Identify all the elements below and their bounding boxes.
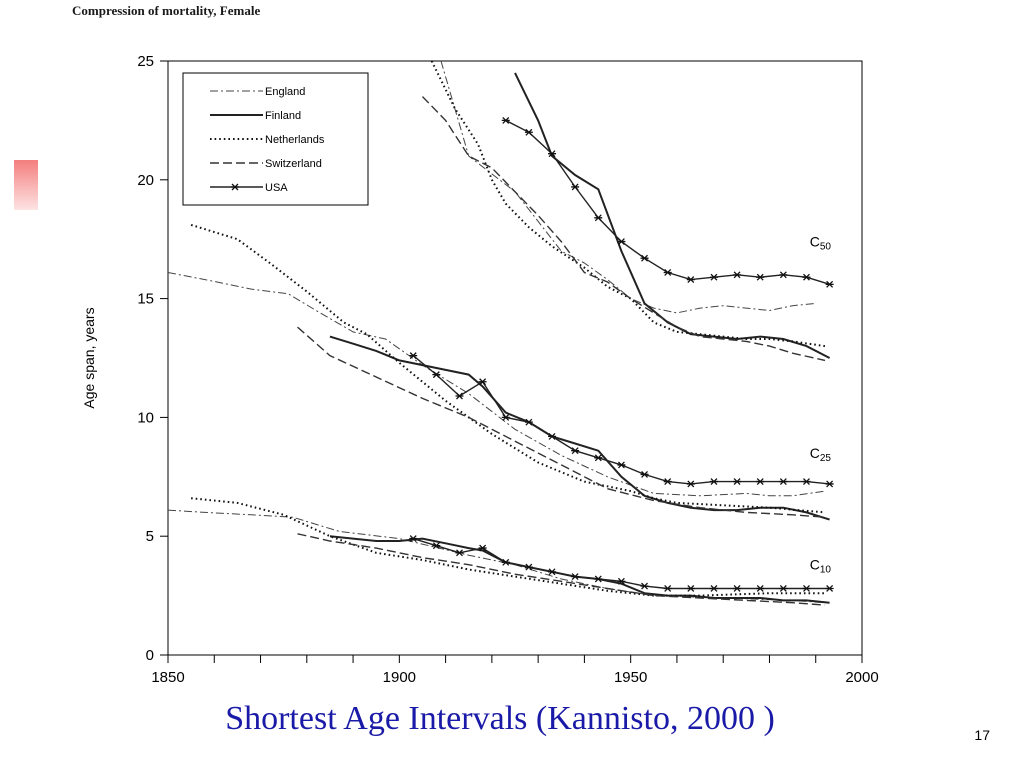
slide-accent-bar (14, 160, 38, 210)
series-line-finland-c25 (329, 335, 830, 521)
series-line-switzerland-c25 (297, 326, 826, 518)
plot-frame (167, 60, 863, 656)
series-point-usa-c10-17 (802, 585, 811, 592)
series-point-usa-c25-2 (455, 392, 464, 400)
series-point-usa-c25-4 (501, 413, 510, 421)
series-point-usa-c25-11 (663, 478, 672, 486)
series-point-usa-c25-6 (548, 432, 557, 440)
legend-label-usa: USA (265, 182, 288, 194)
series-point-usa-c10-3 (478, 544, 487, 552)
series-point-usa-c50-4 (594, 214, 603, 222)
series-point-usa-c25-12 (686, 480, 695, 488)
series-point-usa-c25-13 (709, 478, 718, 486)
legend-box (182, 72, 369, 206)
line-chart: 0 5 10 15 20 25 1850 1900 1950 2000 Age span, year… (81, 53, 879, 686)
legend-label-switzerland: Switzerland (265, 158, 322, 170)
series-point-usa-c50-0 (501, 116, 510, 124)
y-tick-label-20: 20 (137, 172, 154, 189)
series-line-finland-c50 (514, 72, 831, 359)
series-point-usa-c10-11 (663, 585, 672, 592)
series-point-usa-c25-5 (524, 418, 533, 426)
series-point-usa-c10-4 (501, 558, 510, 566)
series-point-usa-c50-1 (524, 128, 533, 136)
y-tick-label-5: 5 (146, 528, 154, 545)
series-point-usa-c50-14 (825, 280, 834, 288)
annotation-c50: C50 (810, 233, 832, 252)
series-point-usa-c25-8 (594, 454, 603, 462)
series-point-usa-c25-3 (478, 378, 487, 386)
series-point-usa-c10-0 (409, 535, 418, 543)
series-line-usa-c50 (505, 119, 830, 285)
series-point-usa-c50-9 (709, 273, 718, 281)
series-point-usa-c50-7 (663, 269, 672, 276)
series-point-usa-c50-11 (756, 273, 765, 281)
series-point-usa-c50-2 (548, 150, 557, 158)
series-point-usa-c10-13 (709, 585, 718, 592)
series-point-usa-c25-17 (802, 478, 811, 486)
y-tick-label-0: 0 (146, 647, 154, 664)
annotation-c10: C10 (810, 556, 832, 575)
y-axis-label: Age span, years (81, 307, 97, 408)
series-point-usa-c10-14 (733, 585, 742, 592)
series-point-usa-c50-12 (779, 271, 788, 279)
series-point-usa-c10-6 (548, 568, 557, 576)
series-point-usa-c10-18 (825, 585, 834, 592)
series-point-usa-c25-0 (409, 352, 418, 360)
series-point-usa-c25-7 (571, 447, 580, 455)
series-point-usa-c50-3 (571, 183, 580, 191)
series-point-usa-c10-16 (779, 585, 788, 592)
slide-title: Shortest Age Intervals (Kannisto, 2000 ) (225, 700, 775, 737)
series-point-usa-c50-5 (617, 238, 626, 246)
legend-label-netherlands: Netherlands (265, 134, 325, 146)
legend-label-england: England (265, 86, 305, 98)
series-point-usa-c50-8 (686, 276, 695, 284)
series-line-england-c25 (168, 272, 826, 497)
series-point-usa-c25-1 (432, 371, 441, 379)
series-point-usa-c25-15 (756, 478, 765, 486)
y-tick-label-10: 10 (137, 409, 154, 426)
x-tick-label-2000: 2000 (845, 669, 878, 686)
annotation-c25: C25 (810, 445, 832, 464)
series-point-usa-c10-2 (455, 549, 464, 557)
series-point-usa-c25-16 (779, 478, 788, 486)
series-line-netherlands-c50 (430, 61, 826, 348)
series-point-usa-c10-12 (686, 585, 695, 592)
series-point-usa-c25-10 (640, 470, 649, 478)
series-point-usa-c25-9 (617, 461, 626, 469)
y-tick-label-15: 15 (137, 291, 154, 308)
series-point-usa-c10-5 (524, 563, 533, 571)
series-point-usa-c50-10 (733, 271, 742, 279)
series-line-england-c50 (440, 61, 816, 314)
x-tick-label-1850: 1850 (151, 669, 184, 686)
legend-label-finland: Finland (265, 110, 301, 122)
series-point-usa-c10-8 (594, 575, 603, 583)
x-tick-label-1900: 1900 (383, 669, 416, 686)
series-point-usa-c25-18 (825, 480, 834, 488)
series-point-usa-c10-1 (432, 542, 441, 550)
series-point-usa-c10-9 (617, 577, 626, 585)
series-point-usa-c10-10 (640, 582, 649, 590)
chart-title: Compression of mortality, Female (72, 3, 261, 18)
x-tick-label-1950: 1950 (614, 669, 647, 686)
series-point-usa-c10-7 (571, 573, 580, 581)
slide-number: 17 (974, 727, 990, 743)
series-line-netherlands-c25 (190, 223, 826, 514)
legend-marker-usa (231, 183, 239, 191)
series-point-usa-c50-6 (640, 254, 649, 262)
series-line-switzerland-c10 (297, 533, 826, 606)
series-point-usa-c50-13 (802, 273, 811, 281)
series-point-usa-c10-15 (756, 585, 765, 592)
series-line-netherlands-c10 (190, 497, 825, 597)
y-tick-label-25: 25 (137, 53, 154, 70)
series-line-switzerland-c50 (421, 96, 826, 362)
series-point-usa-c25-14 (733, 478, 742, 486)
